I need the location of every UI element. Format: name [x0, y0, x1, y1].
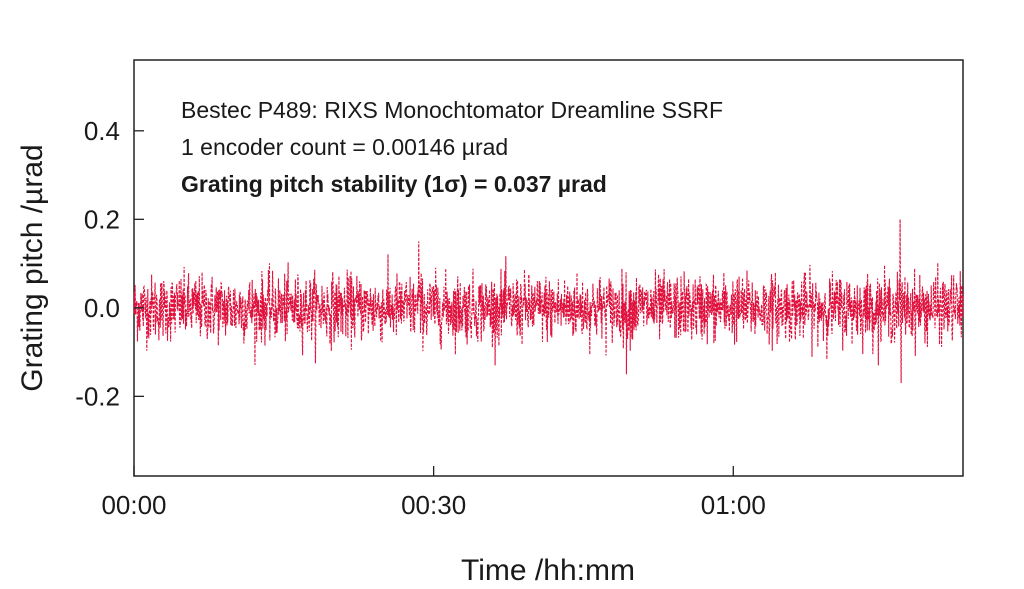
- y-tick-label: -0.2: [75, 381, 120, 411]
- y-tick-label: 0.0: [84, 293, 120, 323]
- x-axis-title: Time /hh:mm: [461, 554, 635, 587]
- x-tick-label: 00:30: [401, 490, 466, 520]
- x-tick-label: 01:00: [701, 490, 766, 520]
- plot-frame: [133, 59, 964, 477]
- y-axis-title: Grating pitch /µrad: [16, 144, 49, 391]
- x-axis-ticks: 00:00 00:30 01:00: [101, 466, 766, 520]
- x-tick-label: 00:00: [101, 490, 166, 520]
- annotation-stability: Grating pitch stability (1σ) = 0.037 µra…: [181, 171, 607, 197]
- y-tick-label: 0.4: [84, 116, 120, 146]
- annotation-encoder: 1 encoder count = 0.00146 µrad: [181, 134, 508, 160]
- annotation-title: Bestec P489: RIXS Monochtomator Dreamlin…: [181, 97, 723, 123]
- y-axis-ticks: 0.4 0.2 0.0 -0.2: [75, 116, 144, 411]
- grating-pitch-series-line: [133, 219, 964, 384]
- series-layer: [133, 219, 964, 384]
- y-tick-label: 0.2: [84, 204, 120, 234]
